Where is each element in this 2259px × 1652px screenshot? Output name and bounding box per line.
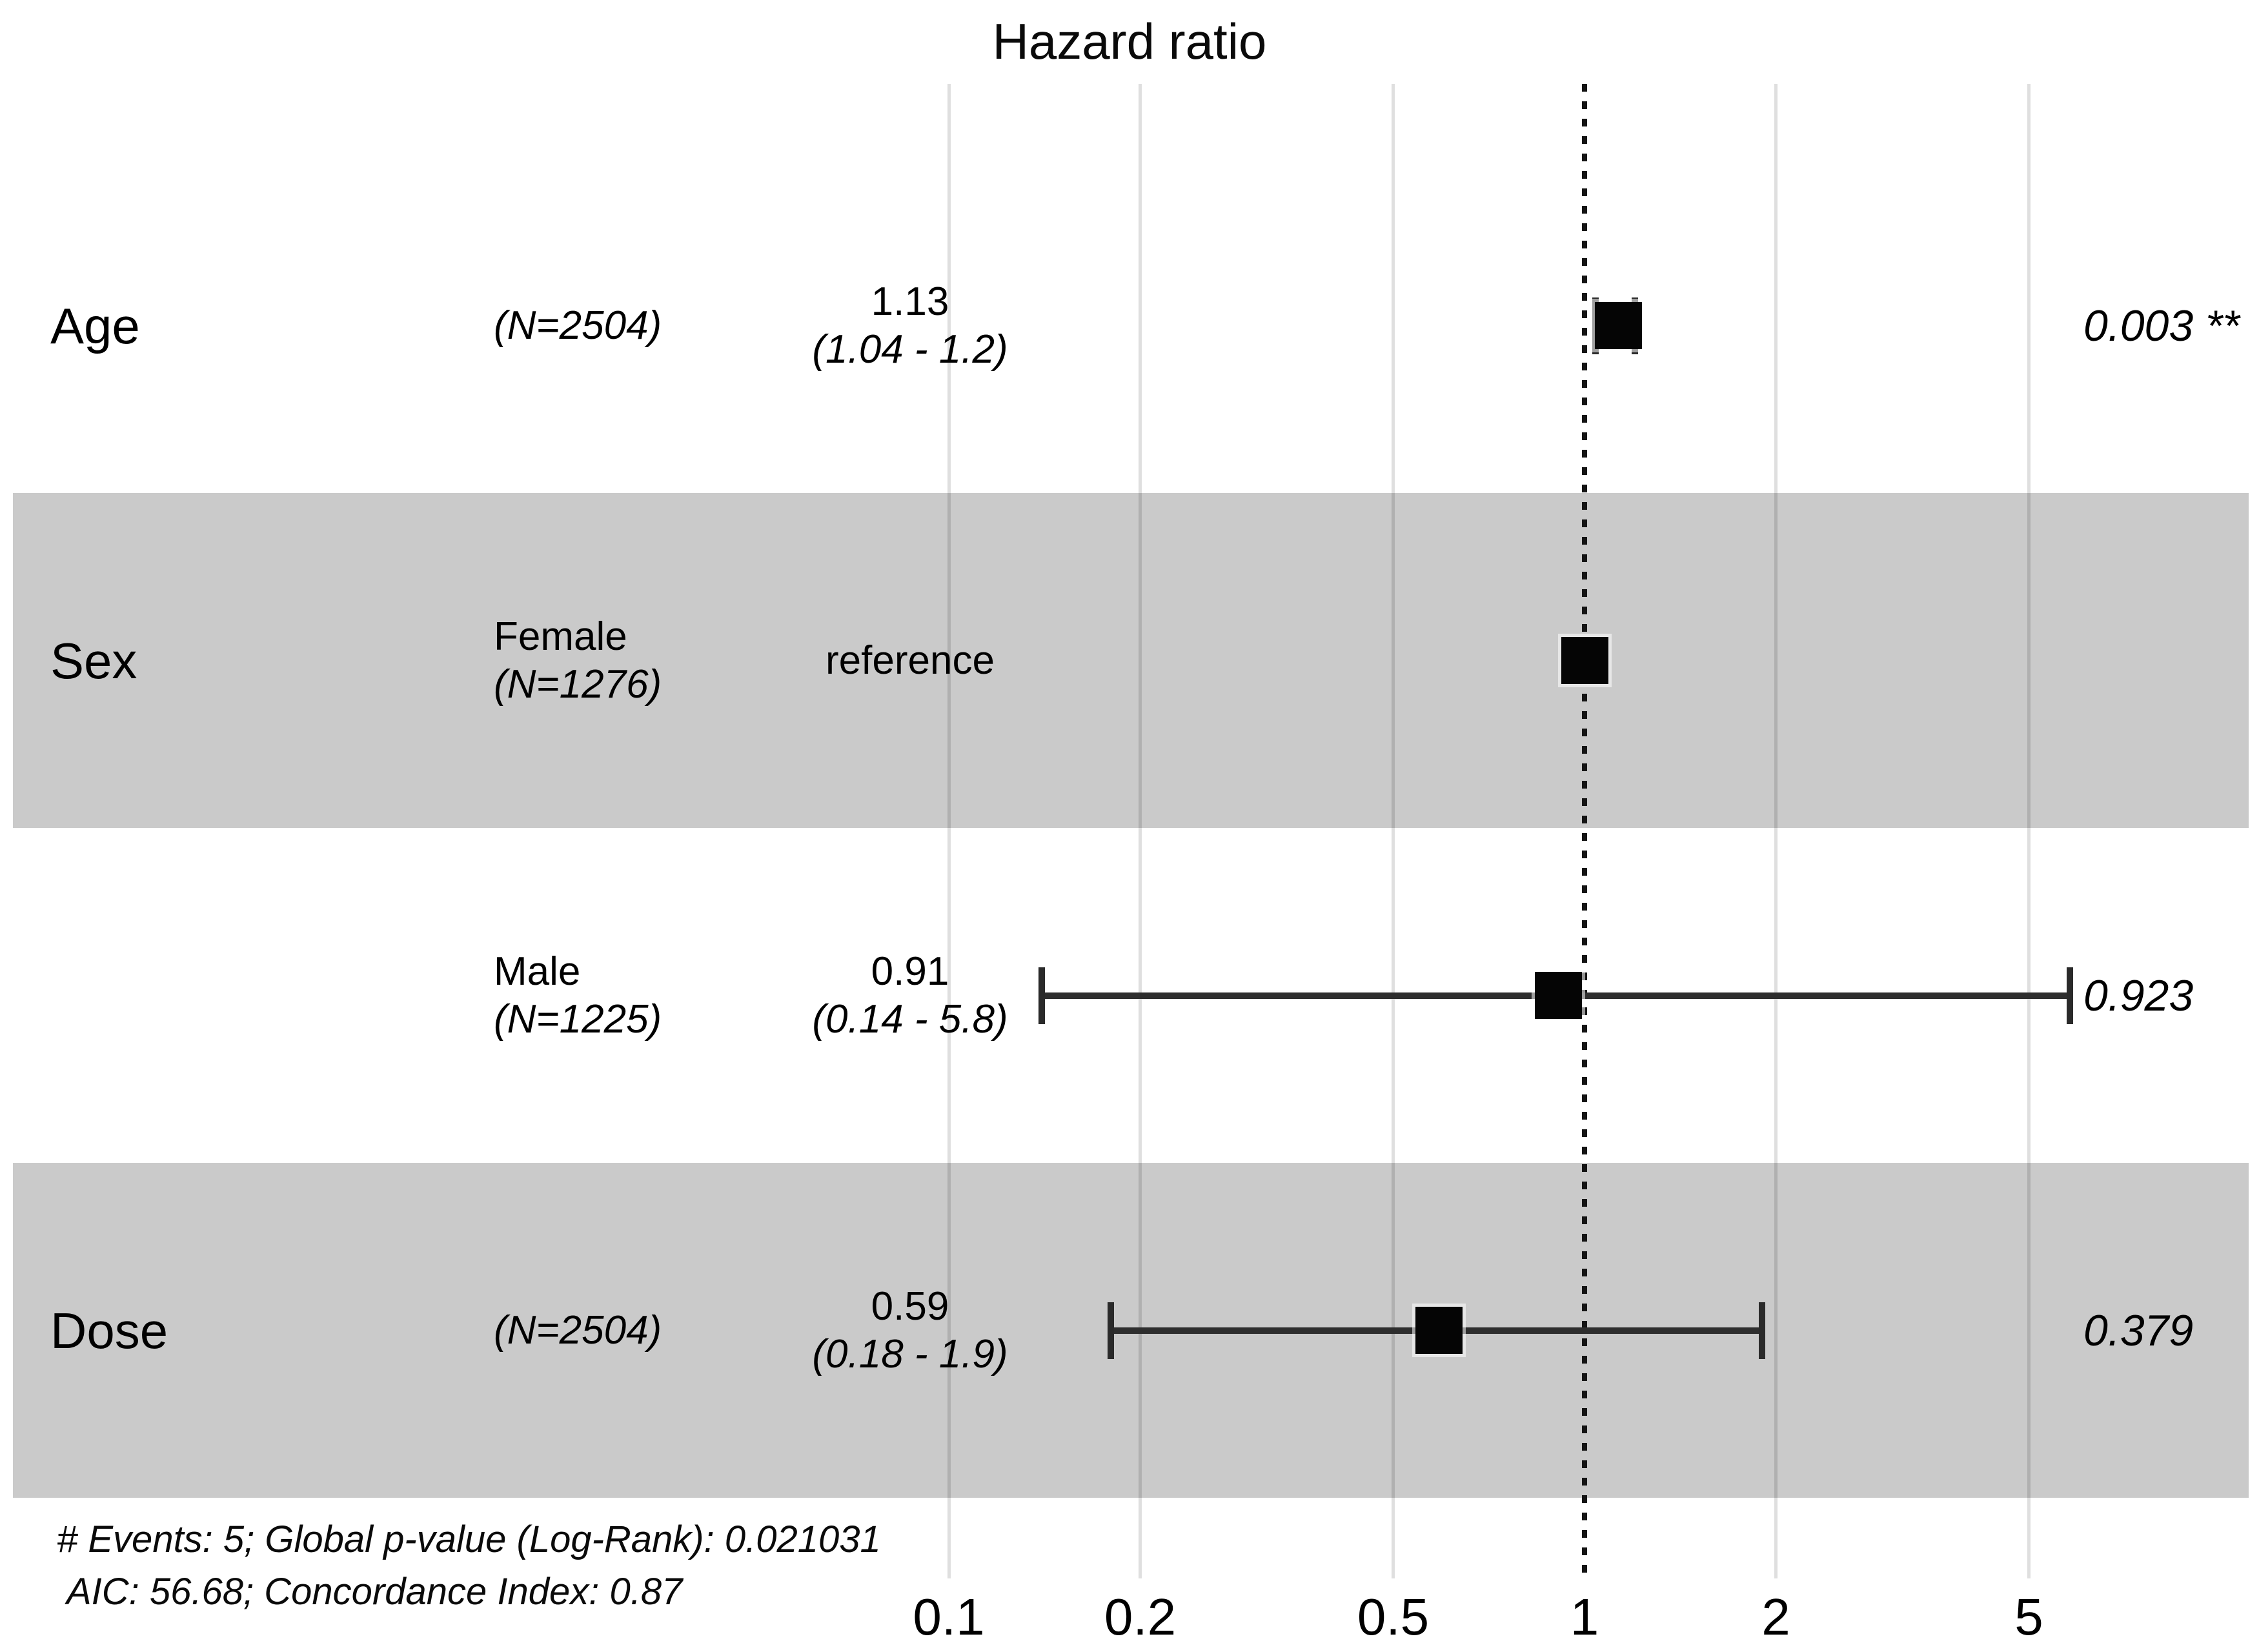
p-value-label: 0.923 [2083, 971, 2194, 1020]
estimate-block: reference [826, 637, 995, 685]
axis-tick-label: 1 [1570, 1588, 1599, 1646]
hr-marker [1415, 1307, 1463, 1354]
hr-marker [1561, 637, 1608, 684]
n-label: (N=2504) [494, 1307, 662, 1353]
n-label: (N=1276) [494, 661, 662, 707]
gridline [1139, 84, 1142, 1578]
hr-marker [1594, 302, 1642, 349]
estimate-block: 0.59 (0.18 - 1.9) [812, 1283, 1008, 1378]
estimate-label: reference [826, 638, 995, 683]
variable-label: Sex [50, 632, 137, 689]
ci-cap-left [1108, 1302, 1115, 1359]
estimate-label: 1.13 [871, 279, 949, 324]
chart-title: Hazard ratio [992, 13, 1267, 70]
p-value-label: 0.003 ** [2083, 301, 2240, 350]
ci-label: (0.18 - 1.9) [812, 1331, 1008, 1376]
ci-cap-right [1758, 1302, 1765, 1359]
level-n-block: Female (N=1276) [494, 613, 662, 709]
n-label: (N=1225) [494, 996, 662, 1042]
n-label: (N=2504) [494, 303, 662, 348]
level-label: Female [494, 614, 627, 659]
gridline [2027, 84, 2031, 1578]
gridline [1774, 84, 1778, 1578]
gridline [1391, 84, 1395, 1578]
axis-tick-label: 0.5 [1357, 1588, 1430, 1646]
level-n-block: Male (N=1225) [494, 948, 662, 1043]
variable-label: Dose [50, 1302, 168, 1359]
ci-label: (0.14 - 5.8) [812, 996, 1008, 1042]
axis-tick-label: 0.1 [913, 1588, 985, 1646]
hr-marker [1535, 972, 1583, 1019]
reference-line [1582, 84, 1587, 1578]
axis-tick-label: 2 [1761, 1588, 1790, 1646]
axis-tick-label: 0.2 [1104, 1588, 1177, 1646]
gridline [947, 84, 951, 1578]
estimate-block: 1.13 (1.04 - 1.2) [812, 278, 1008, 374]
p-value-label: 0.379 [2083, 1305, 2194, 1355]
ci-label: (1.04 - 1.2) [812, 327, 1008, 372]
ci-cap-left [1038, 967, 1045, 1024]
estimate-block: 0.91 (0.14 - 5.8) [812, 948, 1008, 1043]
level-label: Male [494, 949, 581, 994]
level-n-block: (N=2504) [494, 1307, 662, 1355]
ci-cap-right [2066, 967, 2073, 1024]
estimate-label: 0.91 [871, 949, 949, 994]
estimate-label: 0.59 [871, 1284, 949, 1329]
footnote-events: # Events: 5; Global p-value (Log-Rank): … [57, 1518, 881, 1560]
axis-tick-label: 5 [2014, 1588, 2043, 1646]
row-band [13, 493, 2249, 828]
footnote-aic: AIC: 56.68; Concordance Index: 0.87 [66, 1571, 683, 1613]
level-n-block: (N=2504) [494, 302, 662, 350]
variable-label: Age [50, 297, 140, 354]
